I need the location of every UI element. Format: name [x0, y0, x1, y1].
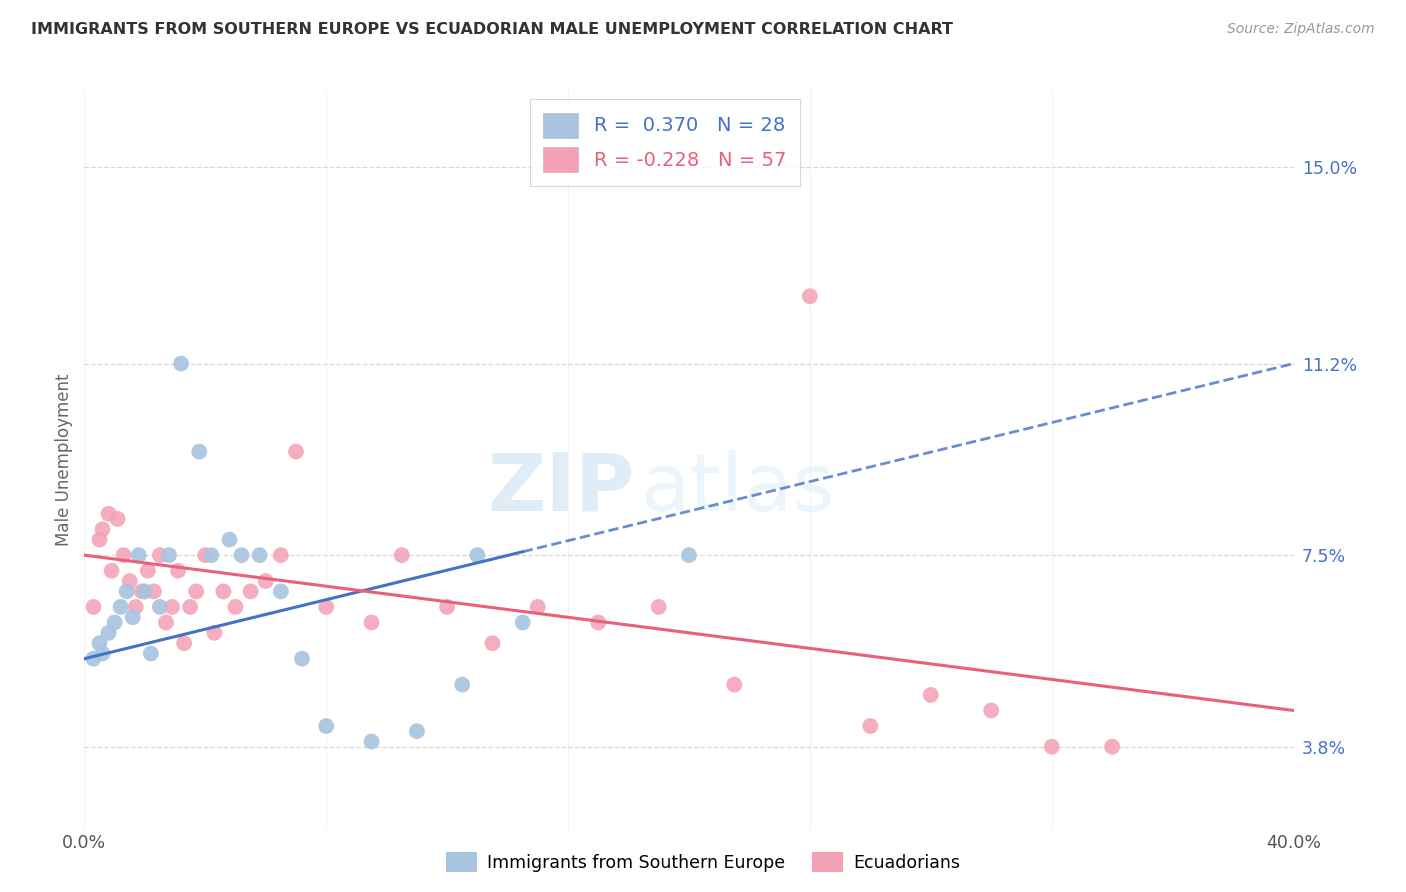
Point	[167, 564, 190, 578]
Point	[149, 599, 172, 614]
Point	[115, 584, 138, 599]
Legend: Immigrants from Southern Europe, Ecuadorians: Immigrants from Southern Europe, Ecuador…	[439, 845, 967, 879]
Point	[118, 574, 141, 588]
Point	[121, 610, 143, 624]
Point	[254, 574, 277, 588]
Point	[139, 647, 162, 661]
Point	[239, 584, 262, 599]
Point	[186, 584, 208, 599]
Point	[315, 599, 337, 614]
Y-axis label: Male Unemployment: Male Unemployment	[55, 373, 73, 546]
Point	[527, 599, 550, 614]
Point	[218, 533, 240, 547]
Point	[270, 584, 292, 599]
Point	[723, 677, 745, 691]
Point	[588, 615, 610, 630]
Point	[134, 584, 156, 599]
Point	[157, 548, 180, 562]
Point	[406, 724, 429, 739]
Point	[920, 688, 942, 702]
Point	[360, 615, 382, 630]
Point	[436, 599, 458, 614]
Point	[128, 548, 150, 562]
Point	[315, 719, 337, 733]
Point	[249, 548, 271, 562]
Point	[82, 651, 104, 665]
Point	[91, 647, 114, 661]
Point	[125, 599, 148, 614]
Point	[91, 522, 114, 536]
Point	[136, 564, 159, 578]
Point	[155, 615, 177, 630]
Point	[481, 636, 503, 650]
Point	[89, 533, 111, 547]
Text: ZIP: ZIP	[488, 450, 634, 528]
Text: Source: ZipAtlas.com: Source: ZipAtlas.com	[1227, 22, 1375, 37]
Point	[112, 548, 135, 562]
Point	[285, 444, 308, 458]
Point	[799, 289, 821, 303]
Point	[107, 512, 129, 526]
Text: atlas: atlas	[641, 450, 835, 528]
Point	[678, 548, 700, 562]
Point	[1040, 739, 1063, 754]
Point	[360, 734, 382, 748]
Point	[142, 584, 165, 599]
Point	[225, 599, 247, 614]
Point	[97, 507, 120, 521]
Point	[170, 357, 193, 371]
Point	[82, 599, 104, 614]
Point	[179, 599, 201, 614]
Point	[648, 599, 671, 614]
Point	[200, 548, 222, 562]
Point	[451, 677, 474, 691]
Point	[188, 444, 211, 458]
Point	[97, 625, 120, 640]
Point	[1101, 739, 1123, 754]
Point	[131, 584, 153, 599]
Point	[194, 548, 217, 562]
Point	[859, 719, 882, 733]
Point	[291, 651, 314, 665]
Point	[100, 564, 122, 578]
Point	[231, 548, 253, 562]
Point	[110, 599, 132, 614]
Point	[467, 548, 489, 562]
Point	[270, 548, 292, 562]
Point	[980, 704, 1002, 718]
Point	[391, 548, 413, 562]
Text: IMMIGRANTS FROM SOUTHERN EUROPE VS ECUADORIAN MALE UNEMPLOYMENT CORRELATION CHAR: IMMIGRANTS FROM SOUTHERN EUROPE VS ECUAD…	[31, 22, 953, 37]
Legend: R =  0.370   N = 28, R = -0.228   N = 57: R = 0.370 N = 28, R = -0.228 N = 57	[530, 99, 800, 186]
Point	[89, 636, 111, 650]
Point	[512, 615, 534, 630]
Point	[160, 599, 183, 614]
Point	[173, 636, 195, 650]
Point	[202, 625, 225, 640]
Point	[149, 548, 172, 562]
Point	[212, 584, 235, 599]
Point	[104, 615, 127, 630]
